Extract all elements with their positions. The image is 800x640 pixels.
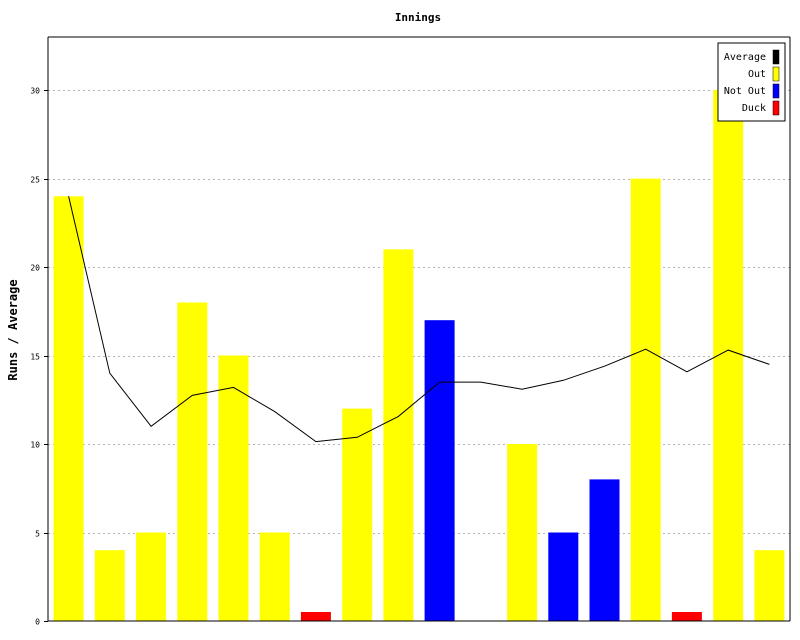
y-tick-label-15: 15	[30, 353, 40, 362]
bar-innings-3	[136, 532, 167, 621]
chart-title: Innings	[395, 11, 441, 24]
legend-label-out: Out	[748, 69, 766, 80]
bar-innings-18	[754, 550, 785, 621]
legend-swatch-average	[772, 49, 780, 65]
legend-label-average: Average	[724, 52, 766, 63]
y-tick-label-30: 30	[30, 87, 40, 96]
bars	[53, 90, 785, 622]
bar-innings-16	[671, 612, 702, 621]
average-line	[68, 196, 770, 443]
bar-innings-13	[548, 532, 579, 621]
bar-innings-1	[53, 196, 84, 622]
bar-innings-7	[300, 612, 331, 621]
legend-label-not-out: Not Out	[724, 86, 766, 97]
y-tick-label-20: 20	[30, 264, 40, 273]
bar-innings-15	[630, 178, 661, 621]
legend: Average Out Not Out Duck	[717, 42, 786, 122]
y-axis-ticks: 0 5 10 15 20 25 30	[30, 87, 48, 627]
bar-innings-9	[383, 249, 414, 621]
bar-innings-6	[259, 532, 290, 621]
bar-innings-10	[424, 320, 455, 621]
y-tick-label-10: 10	[30, 441, 40, 450]
bar-innings-5	[218, 355, 249, 621]
legend-swatch-out	[772, 66, 780, 82]
y-axis-label: Runs / Average	[6, 279, 20, 380]
bar-innings-14	[589, 479, 620, 621]
y-tick-label-25: 25	[30, 176, 40, 185]
y-tick-label-5: 5	[35, 530, 40, 539]
bar-innings-12	[507, 444, 538, 621]
legend-label-duck: Duck	[742, 103, 766, 114]
grid-lines	[48, 90, 790, 534]
y-tick-label-0: 0	[35, 618, 40, 627]
bar-innings-2	[94, 550, 125, 621]
legend-swatch-duck	[772, 100, 780, 116]
bar-innings-4	[177, 302, 208, 621]
legend-swatch-not-out	[772, 83, 780, 99]
bar-innings-8	[342, 408, 373, 621]
